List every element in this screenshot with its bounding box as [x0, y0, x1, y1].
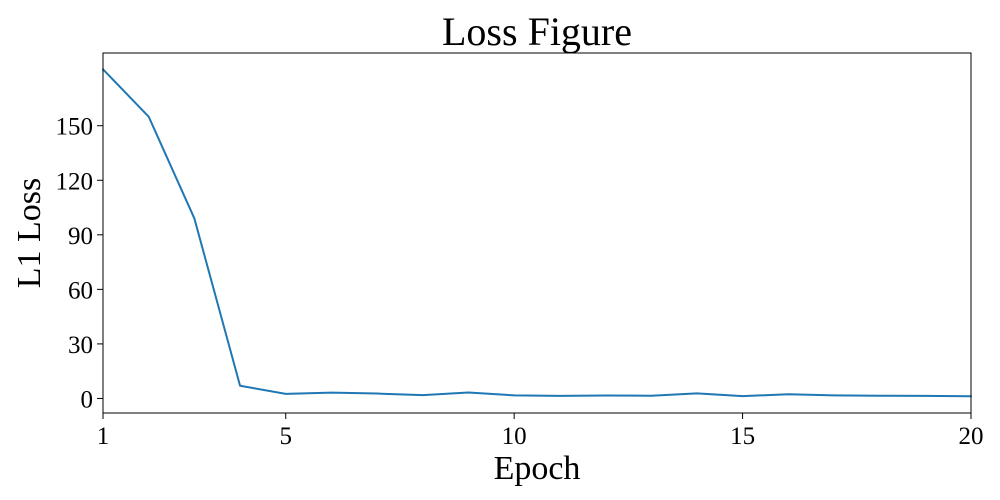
y-axis-label: L1 Loss [11, 178, 48, 289]
x-axis-label: Epoch [494, 450, 581, 487]
y-tick-label: 120 [56, 168, 94, 195]
chart-title: Loss Figure [442, 9, 632, 54]
x-tick-label: 20 [959, 423, 984, 450]
x-tick-label: 1 [97, 423, 110, 450]
y-tick-label: 90 [68, 223, 93, 250]
y-tick-label: 30 [68, 332, 93, 359]
y-axis: 0 30 60 90 120 150 [56, 114, 103, 413]
y-tick-label: 150 [56, 114, 94, 141]
loss-series-line [102, 68, 972, 398]
x-axis: 1 5 10 15 20 [97, 413, 984, 450]
plot-frame [102, 52, 972, 414]
x-tick-label: 15 [730, 423, 755, 450]
plot-area [102, 68, 972, 398]
y-tick-label: 60 [68, 277, 93, 304]
y-tick-label: 0 [81, 386, 94, 413]
x-tick-label: 5 [279, 423, 292, 450]
x-tick-label: 10 [502, 423, 527, 450]
